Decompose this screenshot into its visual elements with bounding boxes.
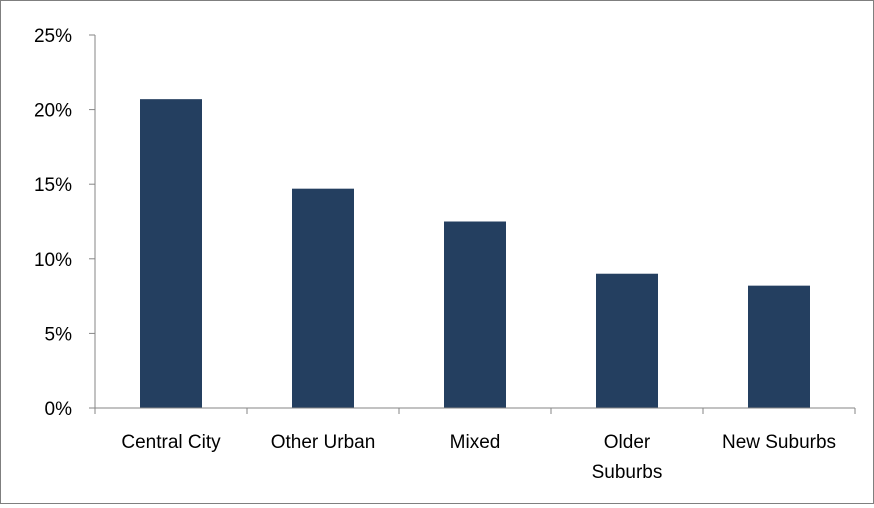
y-tick-label: 25%	[34, 26, 72, 47]
bars	[140, 99, 810, 408]
y-tick-label: 0%	[45, 399, 73, 420]
x-axis-labels: Central City Other Urban Mixed Older Suburbs…	[121, 432, 836, 483]
y-tick-label: 15%	[34, 175, 72, 196]
x-tick-label-line: New Suburbs	[722, 432, 836, 453]
axes	[94, 35, 856, 414]
bar	[140, 99, 202, 408]
bar	[292, 188, 354, 408]
y-tick-label: 10%	[34, 250, 72, 271]
x-tick-label-line: Older	[604, 432, 651, 453]
x-tick-label-line: Central City	[121, 432, 221, 453]
x-tick-label: Other Urban	[271, 432, 376, 453]
x-tick-label-line: Suburbs	[592, 462, 663, 483]
bar	[596, 273, 658, 408]
y-tick-label: 20%	[34, 101, 72, 122]
x-tick-label: New Suburbs	[722, 432, 836, 453]
x-tick-label: Older Suburbs	[592, 432, 663, 483]
bar	[444, 221, 506, 408]
x-tick-label: Mixed	[450, 432, 501, 453]
x-tick-label-line: Other Urban	[271, 432, 376, 453]
y-axis-ticks: 0% 5% 10% 15% 20% 25%	[34, 26, 95, 420]
x-tick-label-line: Mixed	[450, 432, 501, 453]
y-tick-label: 5%	[45, 324, 73, 345]
bar	[748, 285, 810, 408]
x-tick-label: Central City	[121, 432, 221, 453]
